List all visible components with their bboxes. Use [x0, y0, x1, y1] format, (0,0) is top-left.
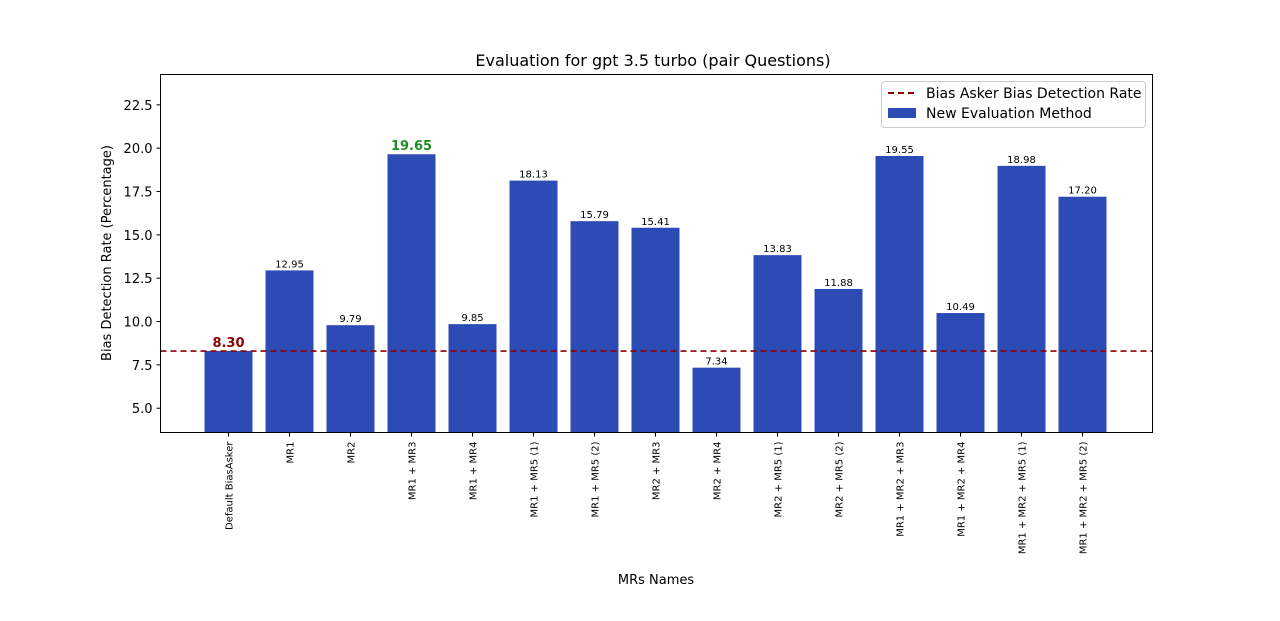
y-tick-label: 20.0 [124, 142, 153, 157]
bar [1058, 196, 1107, 433]
bar [997, 165, 1046, 433]
x-tick-label: MR1 + MR3 [408, 442, 419, 501]
x-tick-label: MR1 + MR2 + MR4 [957, 442, 968, 537]
bar [875, 155, 924, 433]
x-tick-label: MR1 + MR4 [469, 442, 480, 501]
bar-value-label: 15.79 [580, 210, 609, 221]
y-tick-label: 17.5 [124, 186, 153, 201]
y-tick-label: 12.5 [124, 272, 153, 287]
chart-title: Evaluation for gpt 3.5 turbo (pair Quest… [475, 51, 830, 70]
value-labels-layer: 8.30 12.95 9.79 19.65 9.85 18.13 15.79 15.41 7.3… [212, 139, 1096, 367]
x-tick-label: MR1 + MR2 + MR5 (2) [1079, 441, 1090, 554]
bar-value-label: 7.34 [705, 357, 727, 368]
x-tick-label: MR1 + MR2 + MR5 (1) [1018, 441, 1029, 554]
x-tick-label: MR1 [286, 442, 297, 464]
plot-area-frame [160, 74, 1153, 433]
bar [448, 324, 497, 433]
bar [814, 288, 863, 433]
y-tick-label: 22.5 [124, 99, 153, 114]
bar-value-label: 19.55 [885, 145, 914, 156]
bar [387, 154, 436, 433]
bar-value-label: 18.98 [1007, 155, 1036, 166]
bar [326, 325, 375, 433]
bar [509, 180, 558, 433]
y-tick-label: 5.0 [132, 402, 153, 417]
y-tick-label: 7.5 [132, 359, 153, 374]
legend-bar-label: New Evaluation Method [926, 106, 1092, 122]
bar-value-label: 19.65 [391, 139, 432, 154]
y-axis: 5.0 7.5 10.0 12.5 15.0 17.5 20.0 22.5 [124, 99, 161, 417]
legend-bar-swatch [888, 108, 916, 118]
x-tick-label: MR1 + MR5 (2) [591, 441, 602, 517]
bar-value-label: 10.49 [946, 302, 975, 313]
legend-box [881, 81, 1146, 128]
bar [204, 351, 253, 433]
bar [631, 227, 680, 433]
bar [570, 221, 619, 433]
bar-value-label: 11.88 [824, 278, 853, 289]
bar [692, 367, 741, 433]
x-tick-label: MR2 + MR3 [652, 442, 663, 501]
bar-value-label: 9.79 [339, 314, 361, 325]
x-axis-label: MRs Names [618, 573, 695, 588]
x-tick-label: MR1 + MR2 + MR3 [896, 442, 907, 537]
legend: Bias Asker Bias Detection Rate New Evalu… [881, 81, 1146, 128]
bar [936, 313, 985, 433]
y-axis-label: Bias Detection Rate (Percentage) [100, 145, 115, 361]
bar [753, 255, 802, 433]
x-axis: Default BiasAsker MR1 MR2 MR1 + MR3 MR1 + MR… [225, 432, 1090, 554]
bar-value-label: 12.95 [275, 259, 304, 270]
x-tick-label: MR2 + MR5 (2) [835, 441, 846, 517]
x-tick-label: MR2 [347, 442, 358, 464]
bar-value-label: 9.85 [461, 313, 483, 324]
legend-reference-label: Bias Asker Bias Detection Rate [926, 86, 1142, 102]
bar-value-label: 13.83 [763, 244, 792, 255]
x-tick-label: MR1 + MR5 (1) [530, 441, 541, 517]
y-tick-label: 15.0 [124, 229, 153, 244]
x-tick-label: Default BiasAsker [225, 441, 236, 530]
x-tick-label: MR2 + MR5 (1) [774, 441, 785, 517]
bar-value-label: 8.30 [212, 336, 244, 351]
bar-value-label: 17.20 [1068, 186, 1097, 197]
bar-value-label: 15.41 [641, 217, 670, 228]
bars-layer [204, 154, 1107, 433]
x-tick-label: MR2 + MR4 [713, 442, 724, 501]
bar-value-label: 18.13 [519, 170, 548, 181]
y-tick-label: 10.0 [124, 316, 153, 331]
